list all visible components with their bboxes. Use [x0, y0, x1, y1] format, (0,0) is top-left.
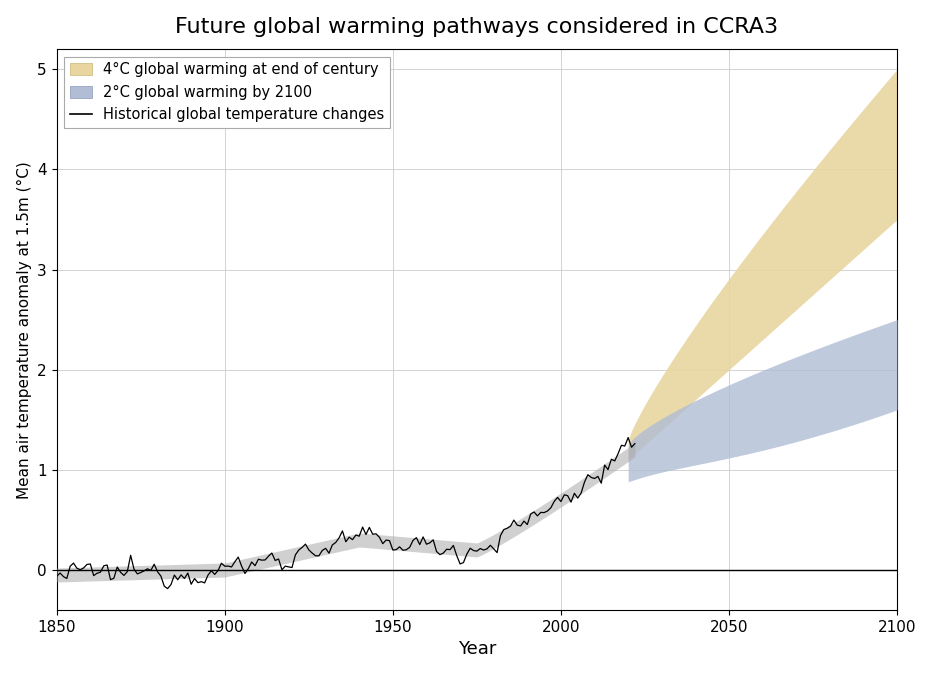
Legend: 4°C global warming at end of century, 2°C global warming by 2100, Historical glo: 4°C global warming at end of century, 2°… — [64, 57, 390, 128]
X-axis label: Year: Year — [458, 641, 496, 658]
Title: Future global warming pathways considered in CCRA3: Future global warming pathways considere… — [175, 17, 778, 36]
Y-axis label: Mean air temperature anomaly at 1.5m (°C): Mean air temperature anomaly at 1.5m (°C… — [17, 161, 32, 499]
